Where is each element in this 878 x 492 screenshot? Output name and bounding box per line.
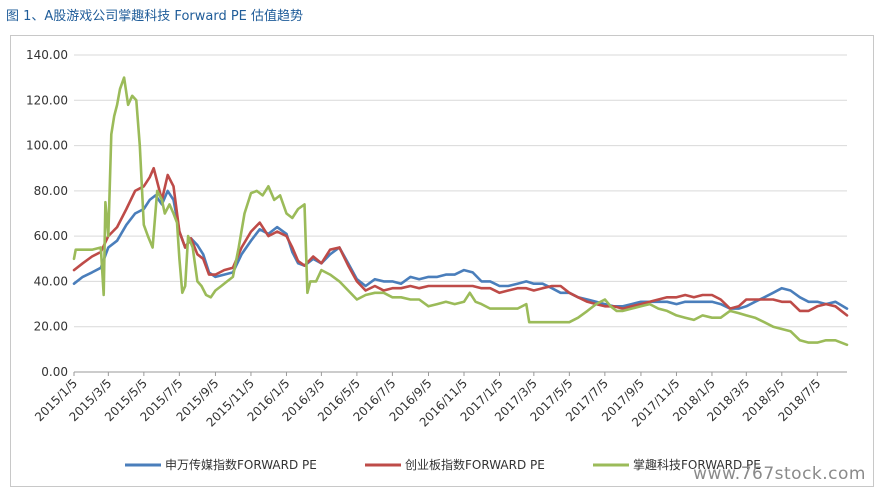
- series-line-1: [72, 189, 849, 310]
- chart-svg: 0.00 20.00 40.00 60.00 80.00 100.00 120.00 140.…: [26, 48, 849, 472]
- legend-label: 申万传媒指数FORWARD PE: [165, 457, 317, 472]
- grid-lines: [74, 54, 847, 373]
- y-axis-ticks: 0.00 20.00 40.00 60.00 80.00 100.00 120.00 140.…: [26, 48, 68, 379]
- y-tick-label: 60.00: [34, 229, 68, 243]
- y-tick-label: 100.00: [26, 139, 68, 153]
- series-line-3: [72, 76, 849, 347]
- y-tick-label: 80.00: [34, 184, 68, 198]
- legend-label: 创业板指数FORWARD PE: [405, 457, 545, 472]
- watermark-text: www.767stock.com: [693, 464, 866, 484]
- chart-frame: 0.00 20.00 40.00 60.00 80.00 100.00 120.00 140.…: [10, 35, 874, 487]
- y-tick-label: 140.00: [26, 48, 68, 62]
- x-axis-ticks: 2015/1/52015/3/52015/5/52015/7/52015/9/5…: [32, 372, 823, 430]
- series-group: [72, 76, 849, 347]
- y-tick-label: 120.00: [26, 93, 68, 107]
- y-tick-label: 20.00: [34, 320, 68, 334]
- y-tick-label: 40.00: [34, 274, 68, 288]
- y-tick-label: 0.00: [41, 365, 68, 379]
- legend: 申万传媒指数FORWARD PE 创业板指数FORWARD PE 掌趣科技FORWA…: [125, 457, 761, 472]
- figure-title: 图 1、A股游戏公司掌趣科技 Forward PE 估值趋势: [6, 9, 304, 24]
- legend-label: 掌趣科技FORWARD PE: [633, 457, 761, 472]
